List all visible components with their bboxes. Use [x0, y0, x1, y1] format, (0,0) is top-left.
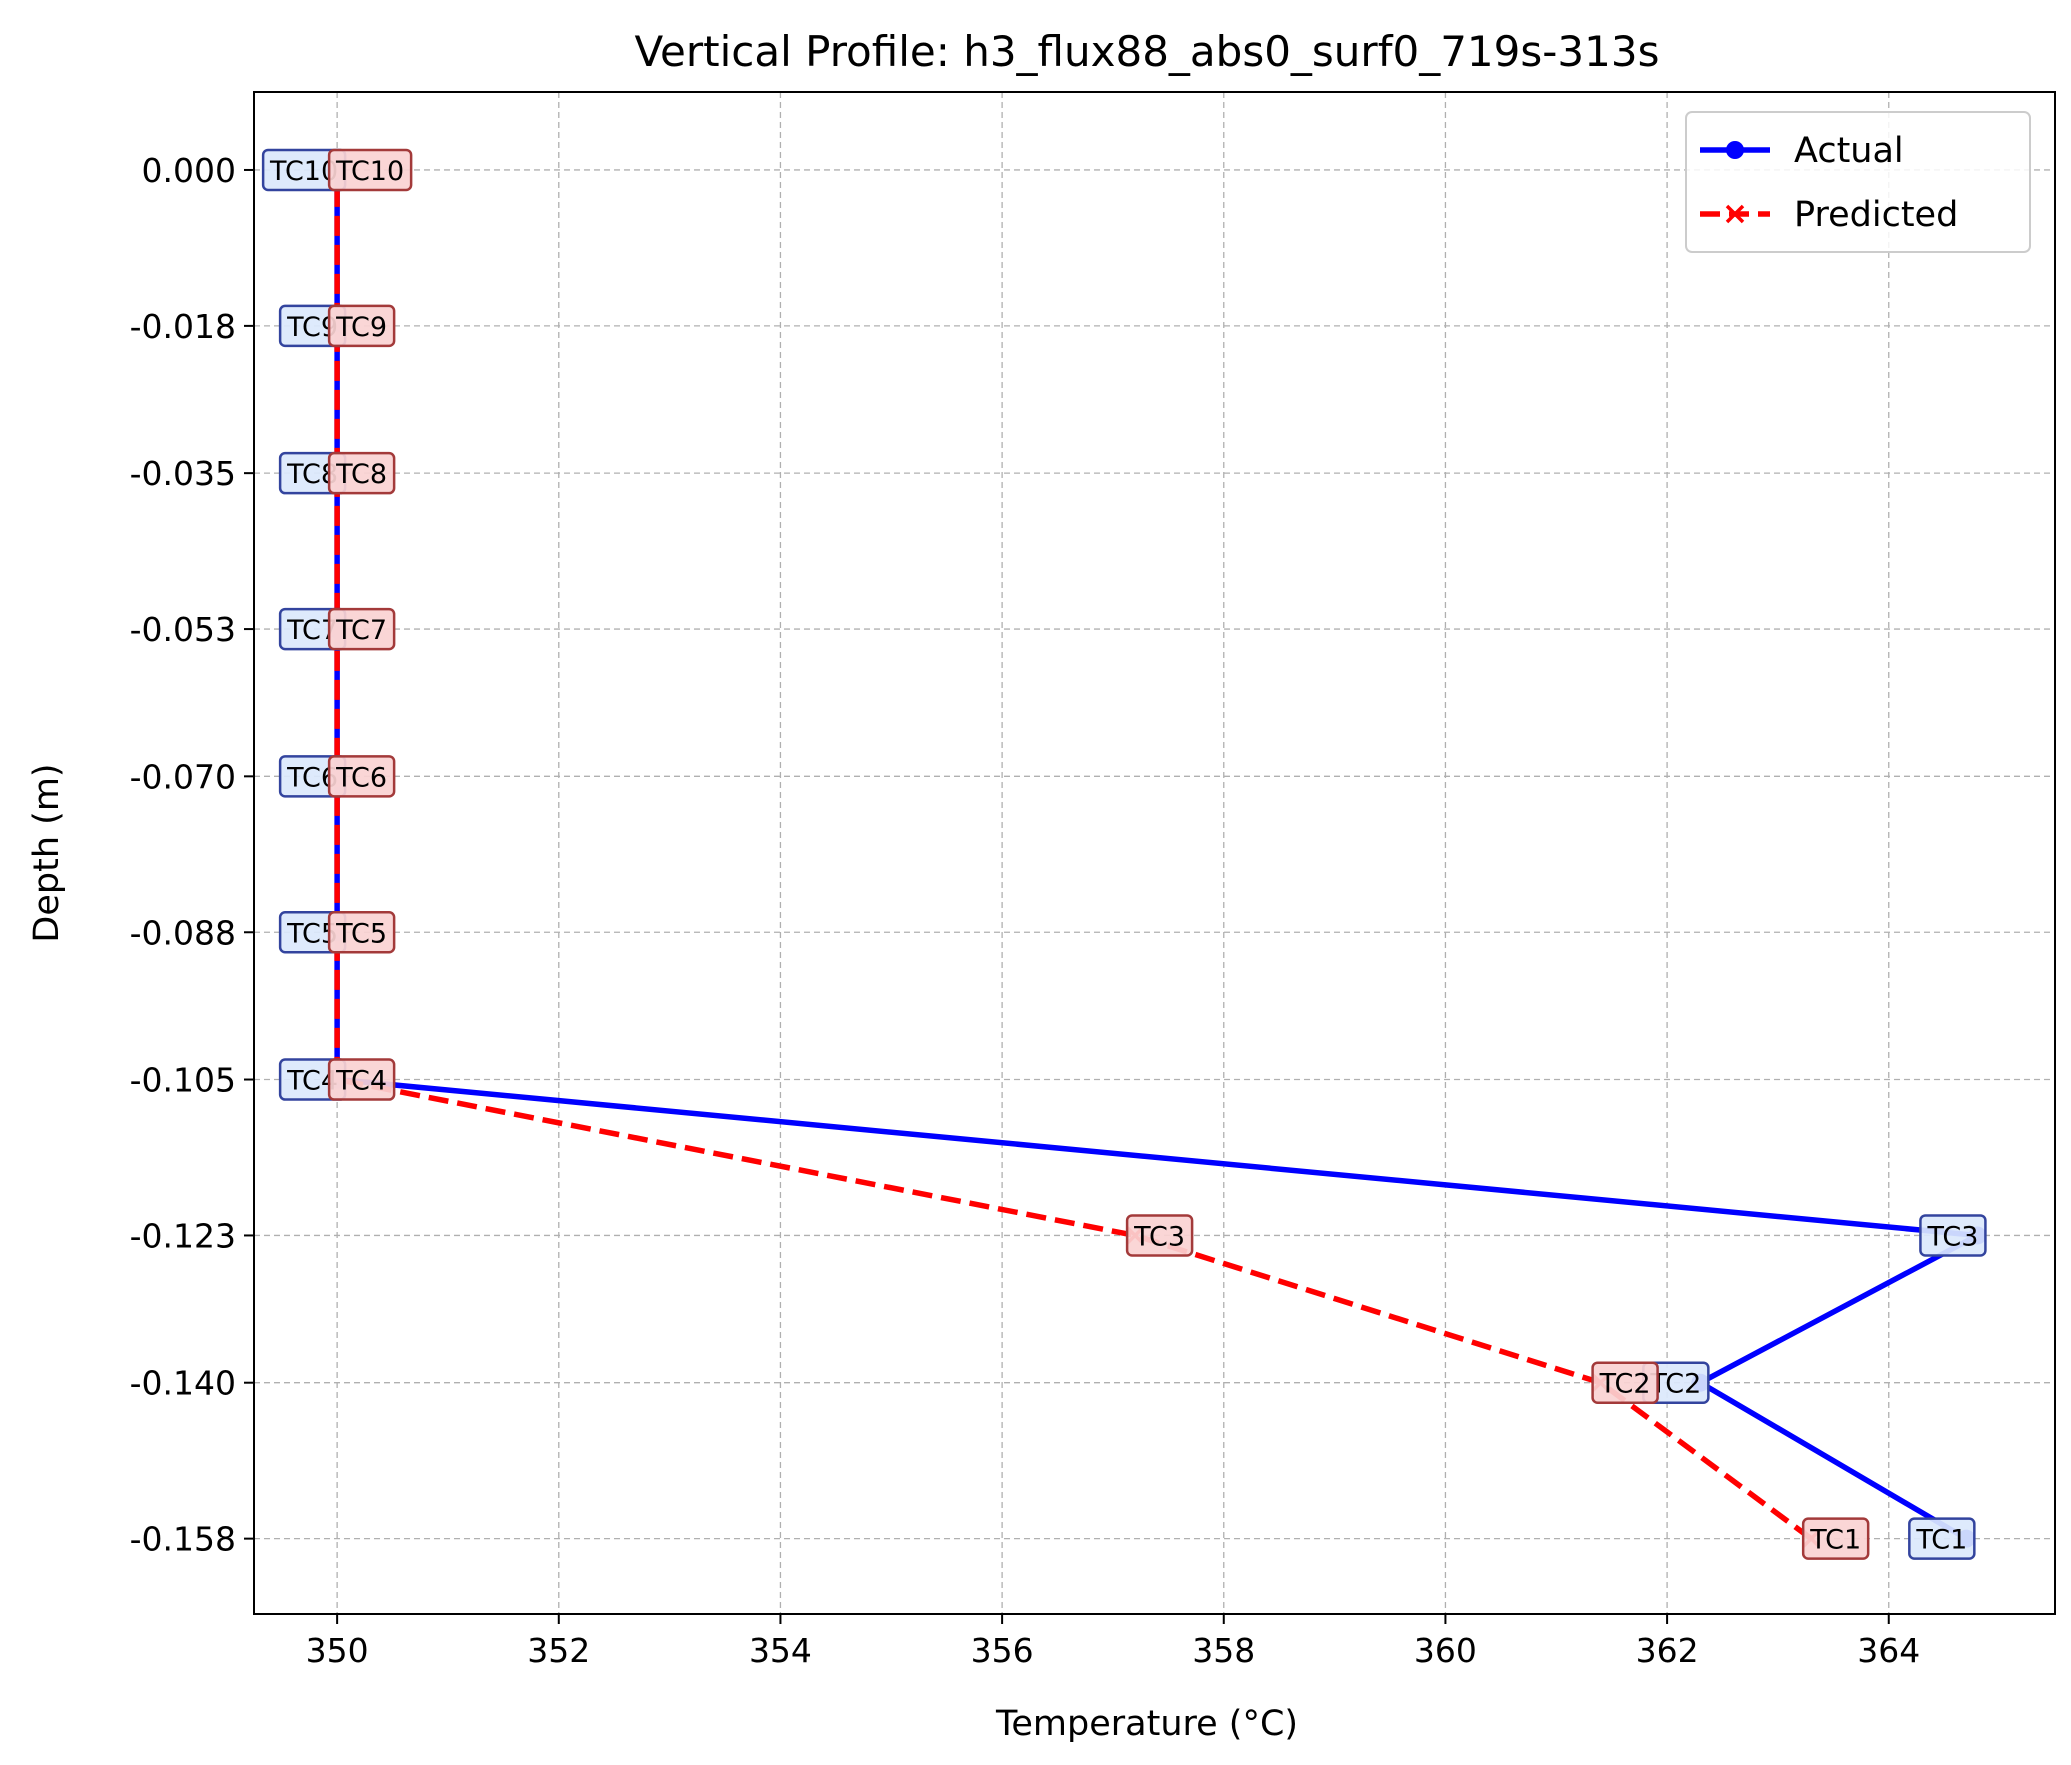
predicted-label-tc4: TC4 [327, 1058, 396, 1101]
predicted-label-tc6: TC6 [327, 755, 396, 798]
label-box [327, 451, 396, 495]
legend-box [1685, 111, 2031, 253]
label-box [1908, 1517, 1976, 1560]
x-tick-label: 360 [1414, 1631, 1477, 1670]
label-box [1125, 1214, 1194, 1257]
x-tick-label: 352 [527, 1631, 590, 1670]
label-text: TC4 [335, 1066, 387, 1097]
legend-marker-x [1725, 204, 1745, 224]
x-axis-label: Temperature (°C) [995, 1704, 1298, 1744]
label-box [327, 911, 396, 954]
y-tick-label: -0.158 [130, 1520, 236, 1559]
label-box [327, 1058, 396, 1101]
predicted-label-tc10: TC10 [327, 148, 413, 192]
label-text: TC7 [335, 615, 387, 646]
label-text: TC6 [335, 762, 387, 793]
predicted-label-tc3: TC3 [1125, 1214, 1194, 1257]
chart-title: Vertical Profile: h3_flux88_abs0_surf0_7… [635, 27, 1660, 76]
grid-lines [254, 92, 2055, 1614]
y-tick-label: 0.000 [142, 151, 236, 190]
label-text: TC5 [335, 918, 387, 949]
legend-label-actual: Actual [1794, 131, 1904, 171]
label-text: TC10 [335, 156, 404, 187]
y-tick-label: -0.123 [130, 1216, 236, 1255]
label-box [1591, 1361, 1659, 1404]
predicted-label-tc8: TC8 [327, 451, 396, 495]
label-text: TC1 [1915, 1525, 1967, 1556]
predicted-label-tc9: TC9 [327, 304, 396, 348]
y-tick-label: -0.053 [130, 610, 236, 649]
x-tick-label: 362 [1636, 1631, 1699, 1670]
predicted-label-tc7: TC7 [327, 607, 396, 651]
label-box [327, 304, 396, 348]
x-tick-label: 354 [749, 1631, 812, 1670]
label-text: TC3 [1926, 1221, 1978, 1252]
y-tick-label: -0.088 [130, 913, 236, 952]
x-axis-ticks: 350 352 354 356 358 360 362 364 [306, 1614, 1920, 1670]
label-box [327, 148, 413, 192]
legend-marker-circle [1726, 141, 1744, 159]
predicted-label-tc5: TC5 [327, 911, 396, 954]
label-text: TC8 [335, 459, 387, 490]
predicted-label-tc1: TC1 [1801, 1517, 1870, 1560]
label-text: TC1 [1809, 1525, 1861, 1556]
x-tick-label: 350 [306, 1631, 369, 1670]
series-line-predicted [334, 169, 1813, 1541]
legend: Actual Predicted [1685, 111, 2031, 253]
label-box [327, 755, 396, 798]
x-tick-label: 356 [971, 1631, 1034, 1670]
legend-label-predicted: Predicted [1794, 195, 1958, 235]
x-tick-label: 358 [1192, 1631, 1255, 1670]
label-box [1919, 1214, 1987, 1257]
x-tick-label: 364 [1857, 1631, 1920, 1670]
y-tick-label: -0.140 [130, 1364, 236, 1403]
actual-label-tc3: TC3 [1919, 1214, 1987, 1257]
label-box [1801, 1517, 1870, 1560]
label-text: TC9 [335, 312, 387, 343]
y-tick-label: -0.105 [130, 1061, 236, 1100]
y-tick-label: -0.070 [130, 757, 236, 796]
plot-frame [253, 91, 2056, 1615]
predicted-label-tc2: TC2 [1591, 1361, 1659, 1404]
label-text: TC2 [1599, 1369, 1651, 1400]
y-tick-label: -0.018 [130, 307, 236, 346]
label-text: TC10 [269, 156, 338, 187]
label-text: TC3 [1133, 1221, 1185, 1252]
plot-area: TC1TC2TC3TC4TC5TC6TC7TC8TC9TC10TC1TC2TC3… [261, 148, 1987, 1560]
actual-label-tc1: TC1 [1908, 1517, 1976, 1560]
y-axis-label: Depth (m) [27, 763, 67, 942]
series-line-actual [334, 169, 1981, 1542]
y-tick-label: -0.035 [130, 454, 236, 493]
label-box [327, 607, 396, 651]
y-axis-ticks: 0.000 -0.018 -0.035 -0.053 -0.070 -0.088 -0.10… [130, 151, 254, 1559]
